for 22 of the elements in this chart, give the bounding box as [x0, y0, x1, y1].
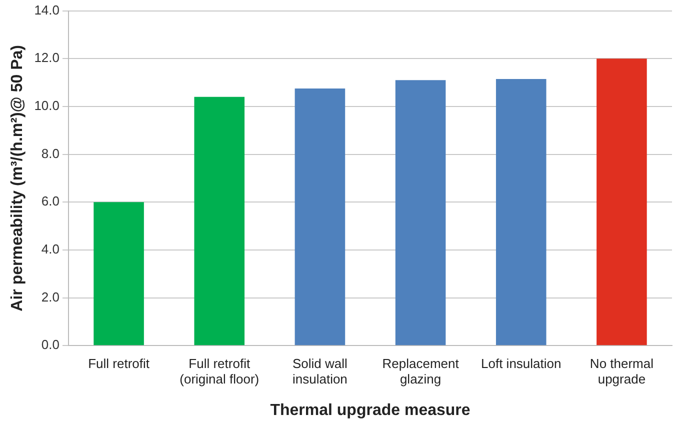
bar	[294, 88, 346, 346]
y-tick-label: 8.0	[41, 146, 60, 161]
x-tick-label: Solid wall insulation	[292, 356, 348, 387]
x-tick-label: Full retrofit (original floor)	[180, 356, 260, 387]
y-axis-title: Air permeability (m³/(h.m²)@ 50 Pa)	[9, 45, 26, 312]
x-tick-label: No thermal upgrade	[590, 356, 654, 387]
bar	[395, 80, 446, 346]
x-axis-title: Thermal upgrade measure	[270, 402, 470, 419]
y-tick-label: 10.0	[34, 98, 60, 114]
y-tick-label: 6.0	[41, 194, 60, 209]
y-tick-label: 12.0	[34, 50, 60, 66]
y-tick-label: 4.0	[41, 242, 60, 257]
y-tick-label: 14.0	[34, 2, 60, 18]
bar	[596, 58, 647, 346]
x-tick-label: Replacement glazing	[382, 356, 460, 387]
bar	[194, 96, 245, 346]
x-tick-label: Full retrofit	[88, 356, 150, 371]
bar	[496, 78, 546, 346]
x-tick-label: Loft insulation	[481, 356, 562, 371]
bar	[94, 202, 144, 346]
y-tick-label: 0.0	[41, 337, 60, 352]
y-tick-label: 2.0	[41, 289, 60, 304]
